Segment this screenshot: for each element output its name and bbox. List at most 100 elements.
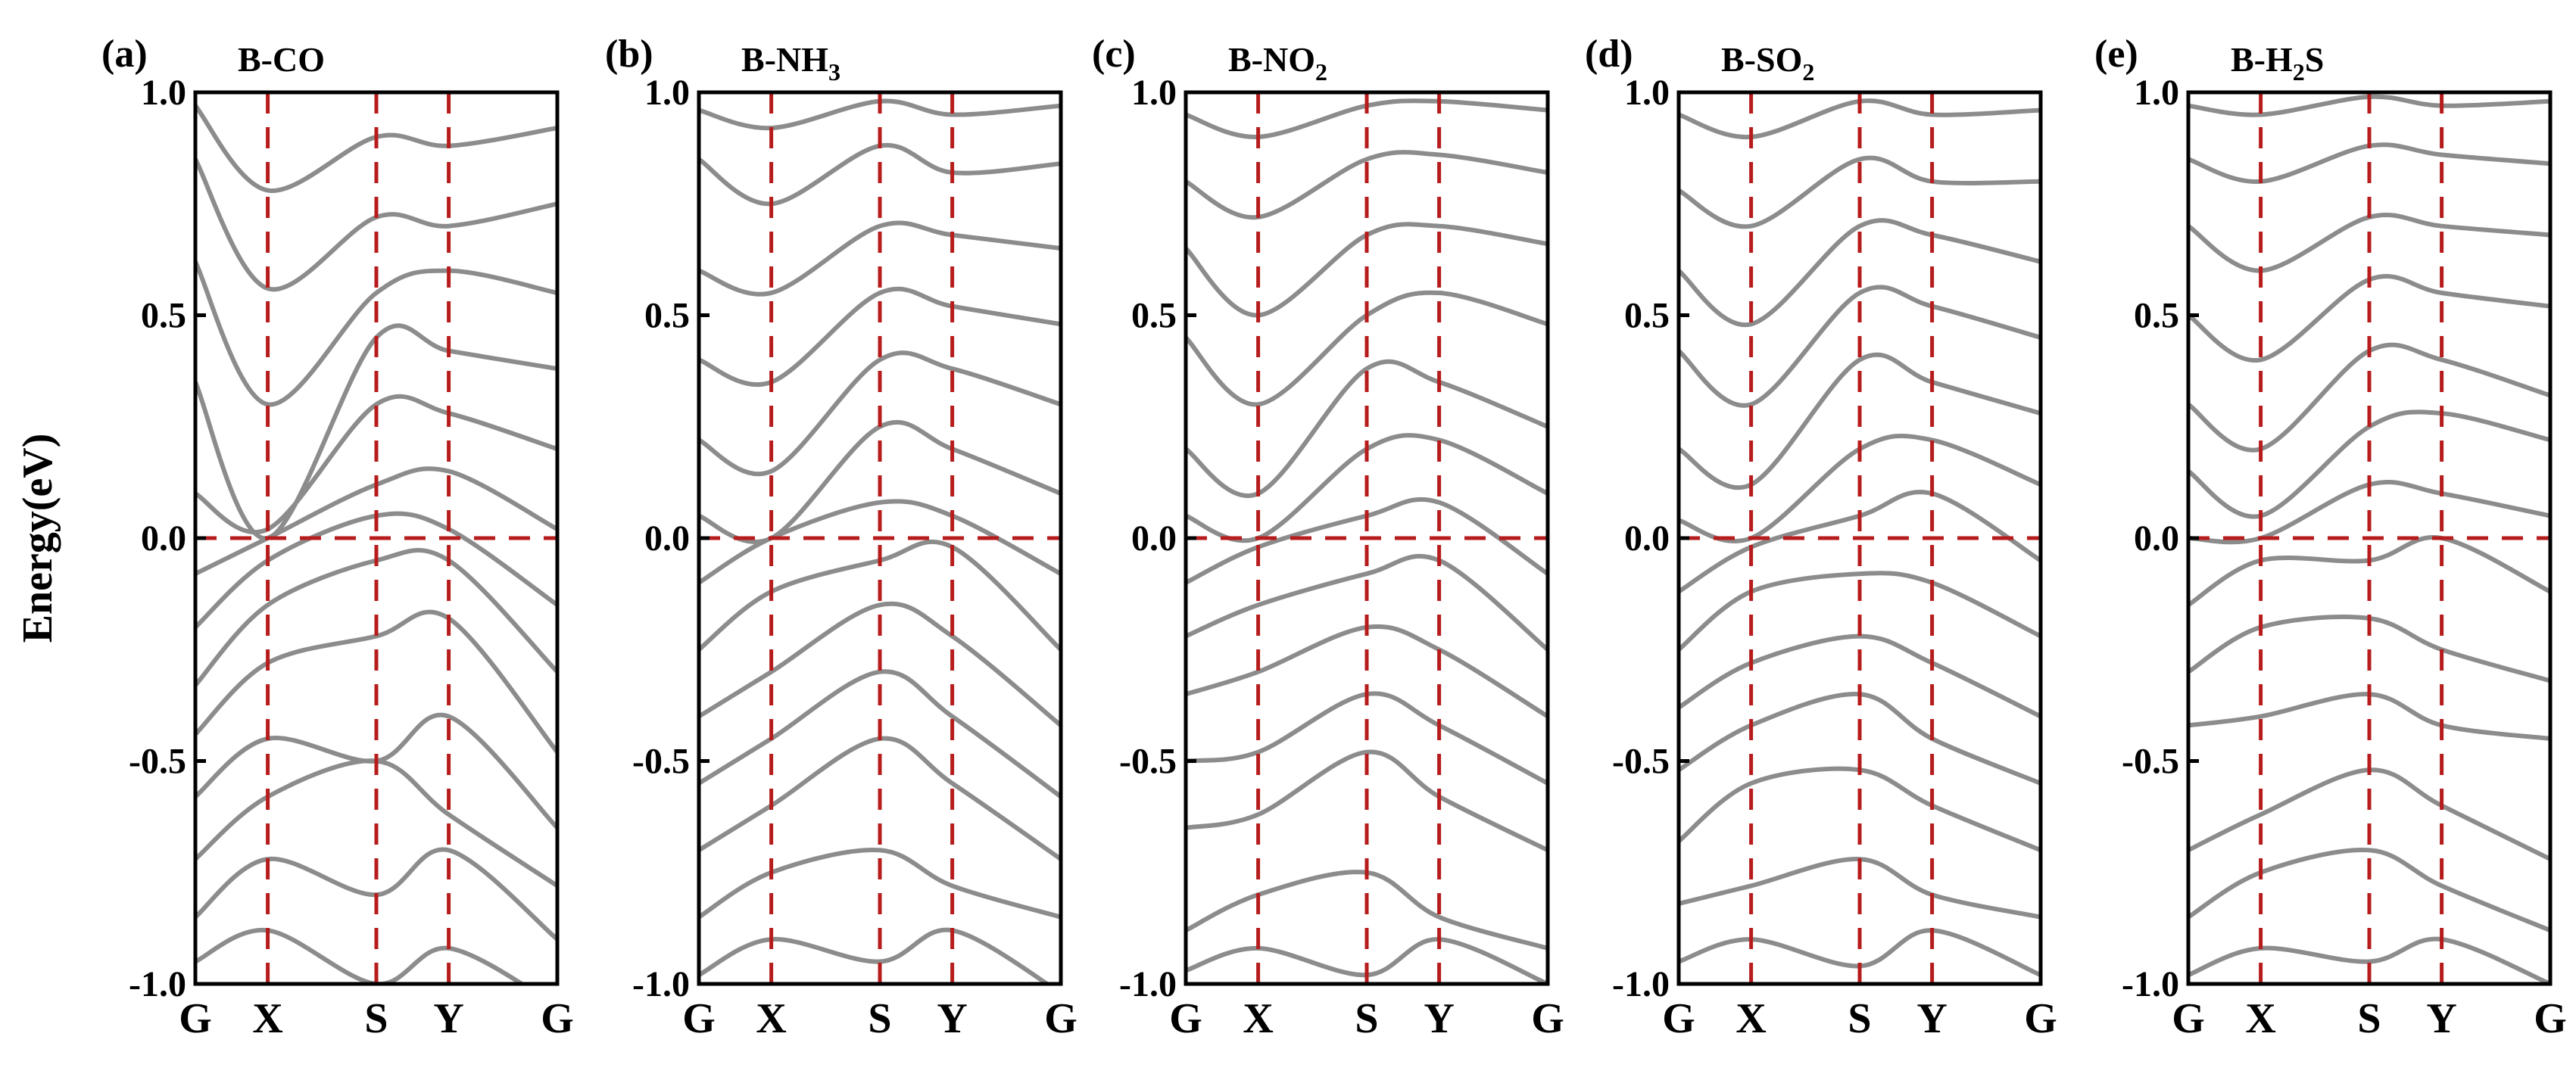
band-line — [1186, 222, 1548, 318]
y-tick-label: 0.0 — [2134, 518, 2179, 559]
k-point-label: X — [1736, 995, 1766, 1042]
k-point-label: G — [1662, 995, 1695, 1042]
panel-title-subscript: 2 — [2293, 58, 2305, 86]
k-point-label: S — [868, 995, 891, 1042]
k-point-label: G — [2534, 995, 2567, 1042]
band-line — [195, 323, 557, 541]
band-line — [699, 220, 1061, 297]
band-line — [2188, 936, 2550, 984]
k-point-label: G — [541, 995, 574, 1042]
k-point-label: G — [682, 995, 716, 1042]
panel-c: 1.00.50.0-0.5-1.0G X S Y G(c) B-NO2 — [1092, 33, 1564, 1042]
y-tick-label: 0.0 — [644, 518, 690, 559]
band-line — [2188, 847, 2550, 933]
band-line — [1186, 290, 1548, 407]
k-point-label: Y — [1916, 995, 1947, 1042]
band-line — [1679, 352, 2041, 490]
k-point-label: G — [2024, 995, 2057, 1042]
panel-title-main: B-NH — [741, 40, 828, 79]
y-tick-label: 1.0 — [644, 73, 690, 113]
k-point-label: S — [364, 995, 388, 1042]
y-tick-label: 0.5 — [1624, 296, 1670, 336]
k-point-label: S — [1355, 995, 1378, 1042]
y-tick-label: 1.0 — [141, 73, 186, 113]
panel-title-subscript: 2 — [1802, 58, 1814, 86]
y-tick-label: -0.5 — [2122, 742, 2179, 782]
y-tick-label: 0.5 — [2134, 296, 2179, 336]
k-point-label: G — [2172, 995, 2205, 1042]
panel-title-subscript: 3 — [828, 58, 840, 86]
band-line — [2188, 409, 2550, 519]
y-tick-label: -1.0 — [129, 964, 186, 1004]
panel-letter: (a) — [101, 33, 148, 76]
k-point-label: Y — [937, 995, 967, 1042]
k-point-label: Y — [2426, 995, 2456, 1042]
y-tick-label: 1.0 — [1131, 73, 1177, 113]
k-point-label: X — [756, 995, 786, 1042]
y-tick-label: 0.0 — [141, 518, 186, 559]
band-line — [195, 103, 557, 193]
y-tick-label: -0.5 — [1612, 742, 1670, 782]
band-line — [1679, 218, 2041, 328]
panel-a: 1.00.50.0-0.5-1.0G X S Y G(a) B-CO — [101, 33, 574, 1042]
band-line — [1679, 633, 2041, 719]
panel-title-main: B-CO — [238, 40, 325, 79]
band-line — [1679, 285, 2041, 408]
panel-title: B-CO — [238, 40, 325, 79]
y-tick-label: -1.0 — [2122, 964, 2179, 1004]
band-line — [699, 499, 1061, 585]
k-point-label: G — [1044, 995, 1077, 1042]
k-point-label: X — [2245, 995, 2275, 1042]
band-line — [195, 394, 557, 535]
y-tick-label: -1.0 — [1612, 964, 1670, 1004]
band-line — [1186, 749, 1548, 853]
panel-letter: (d) — [1585, 33, 1633, 76]
band-line — [699, 927, 1052, 984]
y-tick-label: 0.0 — [1624, 518, 1670, 559]
panel-title-main: B-SO — [1721, 40, 1802, 79]
y-tick-label: -1.0 — [632, 964, 690, 1004]
band-line — [2188, 342, 2550, 453]
panel-letter: (b) — [605, 33, 653, 76]
panel-e: 1.00.50.0-0.5-1.0G X S Y G(e) B-H2S — [2094, 33, 2567, 1042]
band-line — [1679, 571, 2041, 652]
panel-title-main: B-NO — [1228, 40, 1315, 79]
y-tick-label: 1.0 — [1624, 73, 1670, 113]
band-line — [195, 157, 557, 292]
k-point-label: Y — [433, 995, 463, 1042]
band-lines — [2188, 94, 2550, 984]
panel-title: B-NO2 — [1228, 40, 1327, 86]
k-point-label: X — [1243, 995, 1273, 1042]
k-point-label: G — [1169, 995, 1202, 1042]
k-point-label: S — [1848, 995, 1871, 1042]
panel-title-subscript: 2 — [1315, 58, 1327, 86]
band-line — [195, 259, 557, 407]
panel-title: B-NH3 — [741, 40, 840, 86]
panel-b: 1.00.50.0-0.5-1.0G X S Y G(b) B-NH3 — [605, 33, 1077, 1042]
panels: 1.00.50.0-0.5-1.0G X S Y G(a) B-CO1.00.50.0-0… — [101, 33, 2567, 1042]
y-tick-label: -0.5 — [1119, 742, 1177, 782]
band-line — [1186, 150, 1548, 220]
band-line — [1186, 359, 1548, 498]
y-tick-label: 0.5 — [141, 296, 186, 336]
panel-title: B-H2S — [2231, 40, 2324, 86]
band-line — [699, 350, 1061, 477]
band-line — [699, 286, 1061, 388]
y-tick-label: -1.0 — [1119, 964, 1177, 1004]
band-line — [1186, 553, 1548, 652]
y-tick-label: 1.0 — [2134, 73, 2179, 113]
panel-d: 1.00.50.0-0.5-1.0G X S Y G(d) B-SO2 — [1585, 33, 2057, 1042]
band-line — [699, 601, 1061, 728]
k-point-label: G — [179, 995, 212, 1042]
band-line — [699, 669, 1061, 799]
k-point-label: X — [252, 995, 282, 1042]
band-line — [195, 928, 526, 984]
panel-title-suffix: S — [2305, 40, 2325, 79]
y-tick-label: -0.5 — [632, 742, 690, 782]
panel-letter: (c) — [1092, 33, 1136, 76]
y-tick-label: -0.5 — [129, 742, 186, 782]
y-axis-label: Energy(eV) — [14, 434, 61, 643]
band-line — [195, 712, 557, 830]
y-tick-label: 0.5 — [644, 296, 690, 336]
panel-letter: (e) — [2094, 33, 2138, 76]
